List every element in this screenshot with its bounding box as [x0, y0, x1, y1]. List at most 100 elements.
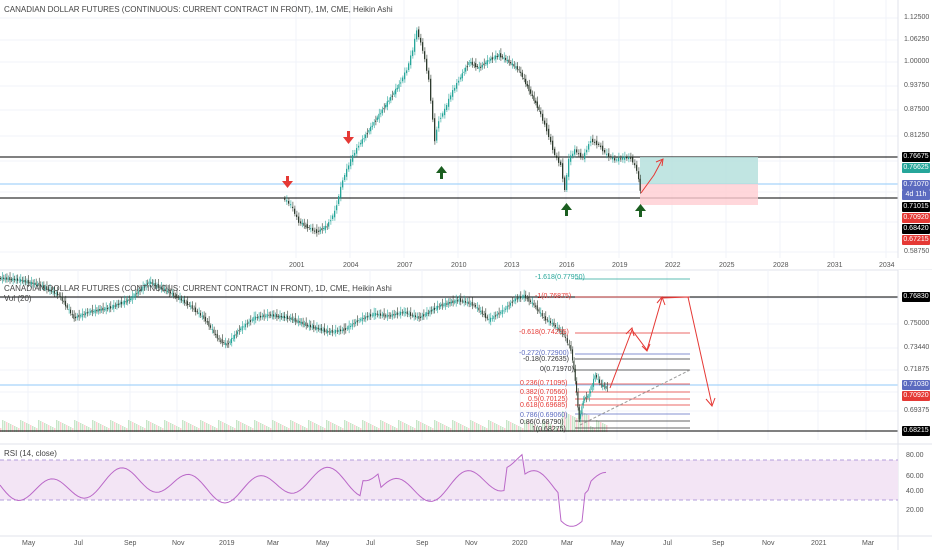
candle-body	[411, 314, 413, 316]
candle-body	[443, 304, 445, 306]
candle-body	[385, 315, 386, 317]
take-profit-zone[interactable]	[640, 157, 758, 184]
volume-bar	[84, 425, 86, 432]
candle-body	[604, 150, 606, 153]
stop-loss-zone[interactable]	[640, 184, 758, 205]
candle-body	[330, 331, 331, 333]
volume-bar	[304, 427, 306, 432]
candle-body	[70, 309, 71, 314]
volume-bar	[296, 423, 298, 432]
candle-body	[15, 278, 17, 281]
candle-body	[465, 67, 467, 72]
candle-body	[516, 298, 518, 300]
candle-body	[370, 126, 372, 132]
bottom-pane	[0, 269, 932, 550]
bottom-x-label: Jul	[74, 540, 83, 547]
candle-body	[530, 300, 531, 302]
rsi-y-label: 40.00	[906, 488, 924, 495]
candle-body	[414, 38, 416, 52]
candle-body	[30, 281, 32, 285]
candle-body	[46, 286, 48, 291]
volume-bar	[90, 428, 92, 432]
volume-bar	[188, 423, 190, 432]
candle-body	[305, 322, 307, 326]
dashed-trendline[interactable]	[579, 369, 691, 426]
volume-bar	[592, 427, 594, 432]
volume-bar	[400, 421, 402, 432]
volume-bar	[36, 428, 38, 432]
candle-body	[530, 89, 532, 94]
candle-body	[639, 178, 641, 191]
candle-body	[352, 155, 354, 162]
candle-body	[143, 286, 145, 288]
candle-body	[346, 168, 348, 177]
candle-body	[520, 71, 522, 73]
projection-arrow[interactable]	[640, 159, 663, 194]
top-x-label: 2034	[879, 262, 895, 269]
candle-body	[171, 293, 173, 295]
volume-bar	[72, 428, 74, 432]
fib-retracement[interactable]	[575, 278, 690, 429]
candle-body	[478, 66, 480, 69]
candle-body	[381, 109, 383, 114]
candle-body	[280, 316, 282, 318]
volume-bar	[358, 427, 360, 432]
volume-bar	[194, 426, 196, 432]
candle-body	[241, 326, 243, 331]
candle-body	[491, 318, 493, 320]
volume-bar	[588, 415, 590, 432]
candle-body	[106, 308, 108, 310]
candle-body	[356, 320, 358, 323]
volume-bar	[186, 422, 188, 432]
candle-body	[133, 296, 135, 298]
candle-body	[312, 227, 314, 231]
daily-projection-path[interactable]	[609, 296, 713, 406]
candle-body	[284, 198, 286, 200]
candle-body	[273, 314, 275, 317]
candle-body	[116, 304, 118, 307]
candle-body	[596, 140, 598, 145]
volume-bar	[288, 428, 290, 432]
candle-body	[498, 54, 500, 58]
candle-body	[263, 314, 265, 318]
volume-bar	[236, 420, 238, 432]
candle-body	[119, 303, 121, 305]
volume-bar	[470, 420, 472, 432]
candle-body	[100, 309, 102, 311]
fib-label: 1(0.68275)	[532, 426, 566, 433]
candle-body	[105, 307, 107, 311]
top-y-label: 0.58750	[904, 248, 930, 255]
candle-body	[288, 317, 290, 319]
candle-body	[574, 368, 576, 381]
candle-body	[430, 78, 432, 101]
candle-body	[203, 315, 205, 319]
candle-body	[153, 283, 155, 285]
candle-body	[606, 153, 608, 155]
volume-bar	[24, 422, 26, 432]
volume-bar	[562, 411, 564, 432]
candle-body	[91, 309, 93, 313]
volume-bar	[16, 427, 18, 432]
volume-bar	[208, 424, 210, 432]
green-arrow-up-2	[561, 203, 572, 216]
rsi-line[interactable]	[0, 453, 607, 527]
candle-body	[313, 325, 315, 329]
candle-body	[463, 71, 465, 73]
candle-body	[160, 286, 162, 290]
candle-body	[211, 329, 213, 331]
candle-body	[383, 313, 385, 317]
candle-body	[485, 313, 486, 318]
candle-body	[156, 285, 158, 287]
candle-body	[503, 310, 505, 312]
candle-body	[638, 171, 640, 180]
rsi-y-label: 60.00	[906, 473, 924, 480]
volume-bar	[402, 422, 404, 432]
price-tag-low: 0.68420	[902, 224, 930, 234]
volume-bar	[132, 422, 134, 432]
price-tag-support: 0.71015	[902, 202, 930, 212]
candle-body	[297, 320, 299, 323]
volume-bar	[136, 424, 138, 432]
candle-body	[168, 289, 170, 294]
bottom-x-label: May	[22, 540, 36, 547]
